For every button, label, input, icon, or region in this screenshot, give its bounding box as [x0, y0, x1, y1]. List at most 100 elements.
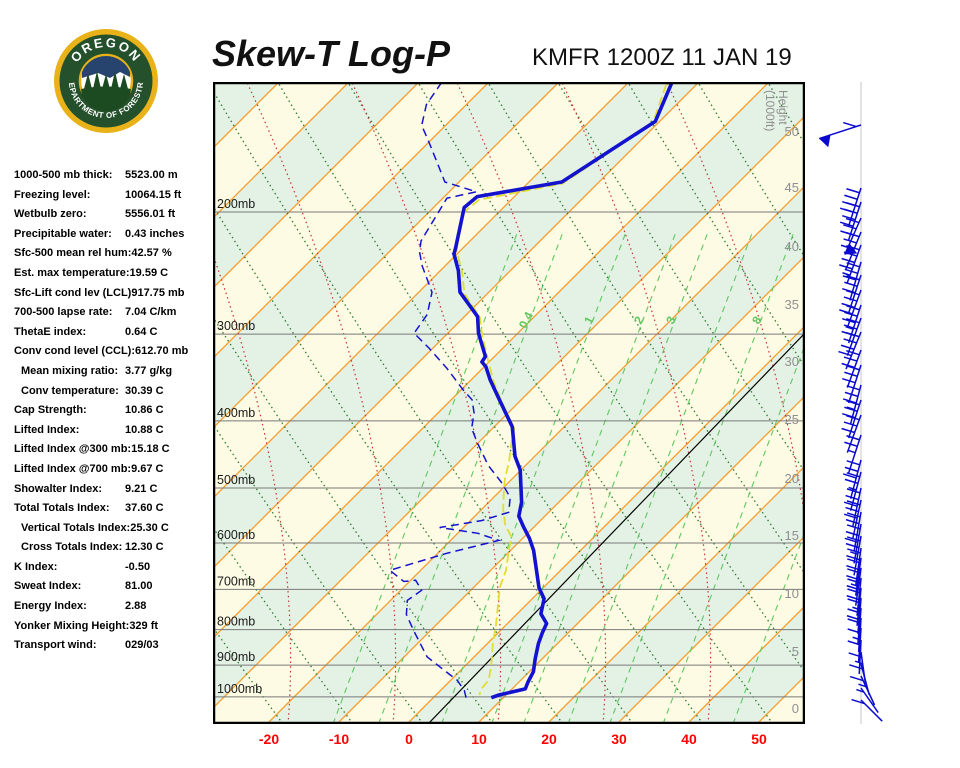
stat-value: 612.70 mb [135, 345, 189, 358]
stat-row: Vertical Totals Index:25.30 C [14, 519, 219, 539]
wind-barb [843, 499, 862, 540]
wind-barb [846, 607, 862, 644]
stat-value: 5523.00 m [125, 169, 178, 181]
page-title: Skew-T Log-P [212, 33, 451, 74]
stat-label: 700-500 lapse rate: [14, 306, 113, 319]
stat-label: Mean mixing ratio: [21, 364, 119, 377]
stat-row: Transport wind: 029/03 [14, 636, 219, 656]
pressure-label: 400mb [217, 406, 255, 420]
stat-value: 9.21 C [125, 482, 158, 495]
height-label: 45 [785, 180, 799, 195]
stat-row: Conv cond level (CCL):612.70 mb [14, 342, 219, 362]
stat-row: Lifted Index @300 mb:15.18 C [14, 440, 219, 460]
stat-label: Showalter Index: [14, 482, 103, 495]
stat-label: Freezing level: [14, 188, 91, 201]
stat-value: 2.88 [125, 600, 147, 613]
stat-row: Wetbulb zero: 5556.01 ft [14, 205, 219, 225]
stat-label: Sfc-Lift cond lev (LCL) [14, 286, 132, 299]
stat-label: Lifted Index @300 mb: [14, 443, 132, 456]
height-label: 10 [785, 586, 799, 601]
stat-value: 15.18 C [131, 443, 170, 456]
pressure-label: 700mb [217, 574, 255, 588]
wind-barb [856, 687, 879, 714]
stat-value: 37.60 C [125, 502, 164, 515]
height-label: 20 [785, 471, 799, 486]
wind-barb [818, 121, 862, 148]
stat-label: K Index: [14, 560, 58, 573]
wind-barb [844, 523, 862, 564]
temperature-tick-label: 50 [751, 731, 767, 747]
wind-barb [842, 459, 862, 499]
stat-value: 0.43 inches [125, 227, 185, 240]
stat-label: Lifted Index: [14, 423, 80, 436]
stat-label: Precipitable water: [14, 227, 112, 240]
pressure-label: 800mb [217, 615, 255, 629]
stat-value: 81.00 [125, 580, 153, 593]
plot-layers: 0.4 1 2 3 8200mb300mb400mb500mb600mb700mb800… [213, 82, 805, 724]
stat-row: Cap Strength: 10.86 C [14, 401, 219, 421]
stat-value: 10064.15 ft [125, 188, 182, 201]
stat-value: 9.67 C [131, 462, 164, 475]
stat-label: Wetbulb zero: [14, 208, 87, 221]
height-label: 30 [785, 354, 799, 369]
stat-value: 5556.01 ft [125, 208, 176, 221]
temperature-tick-label: 0 [405, 731, 413, 747]
wind-barb [842, 304, 862, 344]
pressure-label: 500mb [217, 473, 255, 487]
temperature-tick-label: 10 [471, 731, 487, 747]
station-datetime: KMFR 1200Z 11 JAN 19 [532, 44, 792, 71]
stat-row: ThetaE index: 0.64 C [14, 323, 219, 343]
stat-value: 029/03 [125, 639, 159, 652]
stat-row: K Index: -0.50 [14, 558, 219, 578]
odf-logo: OREGON DEPARTMENT OF FORESTRY [54, 29, 158, 133]
stat-value: 329 ft [129, 619, 159, 632]
wind-barb [844, 434, 862, 474]
stat-row: 700-500 lapse rate: 7.04 C/km [14, 303, 219, 323]
stat-value: 10.88 C [125, 423, 164, 436]
temperature-trace [452, 82, 674, 700]
wind-barb [847, 597, 862, 634]
wind-barb [851, 698, 883, 722]
stat-row: Yonker Mixing Height:329 ft [14, 617, 219, 637]
stat-label: Yonker Mixing Height: [14, 619, 130, 632]
stat-row: Conv temperature: 30.39 C [14, 382, 219, 402]
stat-row: Energy Index: 2.88 [14, 597, 219, 617]
stat-label: Conv cond level (CCL): [14, 345, 136, 358]
stat-row: Precipitable water: 0.43 inches [14, 225, 219, 245]
height-label: 15 [785, 528, 799, 543]
temperature-tick-label: 30 [611, 731, 627, 747]
stat-label: Energy Index: [14, 600, 87, 613]
stat-row: Lifted Index @700 mb:9.67 C [14, 460, 219, 480]
stat-row: Total Totals Index: 37.60 C [14, 499, 219, 519]
height-axis-title: Height(1000ft) [763, 90, 790, 131]
stat-label: 1000-500 mb thick: [14, 169, 113, 181]
pressure-label: 200mb [217, 197, 255, 211]
temperature-tick-label: -10 [328, 731, 350, 747]
stat-value: 42.57 % [131, 247, 172, 260]
temperature-tick-label: 20 [541, 731, 557, 747]
height-label: 40 [785, 239, 799, 254]
logo-sky [82, 55, 130, 78]
wind-barb-column [818, 82, 883, 724]
stat-row: Freezing level: 10064.15 ft [14, 186, 219, 206]
wind-barb [838, 331, 862, 370]
stat-row: Sweat Index: 81.00 [14, 577, 219, 597]
stat-row: Sfc-Lift cond lev (LCL)917.75 mb [14, 284, 219, 304]
stat-row: Est. max temperature:19.59 C [14, 264, 219, 284]
stat-label: Vertical Totals Index: [21, 521, 131, 534]
stat-label: Sfc-500 mean rel hum: [14, 247, 132, 260]
wind-barb [845, 511, 862, 552]
wind-barb [842, 261, 862, 301]
pressure-label: 1000mb [217, 682, 262, 696]
height-label: 50 [785, 124, 799, 139]
skewt-chart: 0.4 1 2 3 8 200mb 300mb 400mb 500mb 600mb 700mb 800… [213, 82, 805, 724]
stat-value: 25.30 C [130, 521, 169, 534]
wind-barb [843, 487, 862, 528]
stat-value: 30.39 C [125, 384, 164, 397]
stat-value: 12.30 C [125, 541, 164, 554]
stat-row: Sfc-500 mean rel hum:42.57 % [14, 244, 219, 264]
stat-value: 0.64 C [125, 325, 158, 338]
stat-row: Showalter Index: 9.21 C [14, 480, 219, 500]
